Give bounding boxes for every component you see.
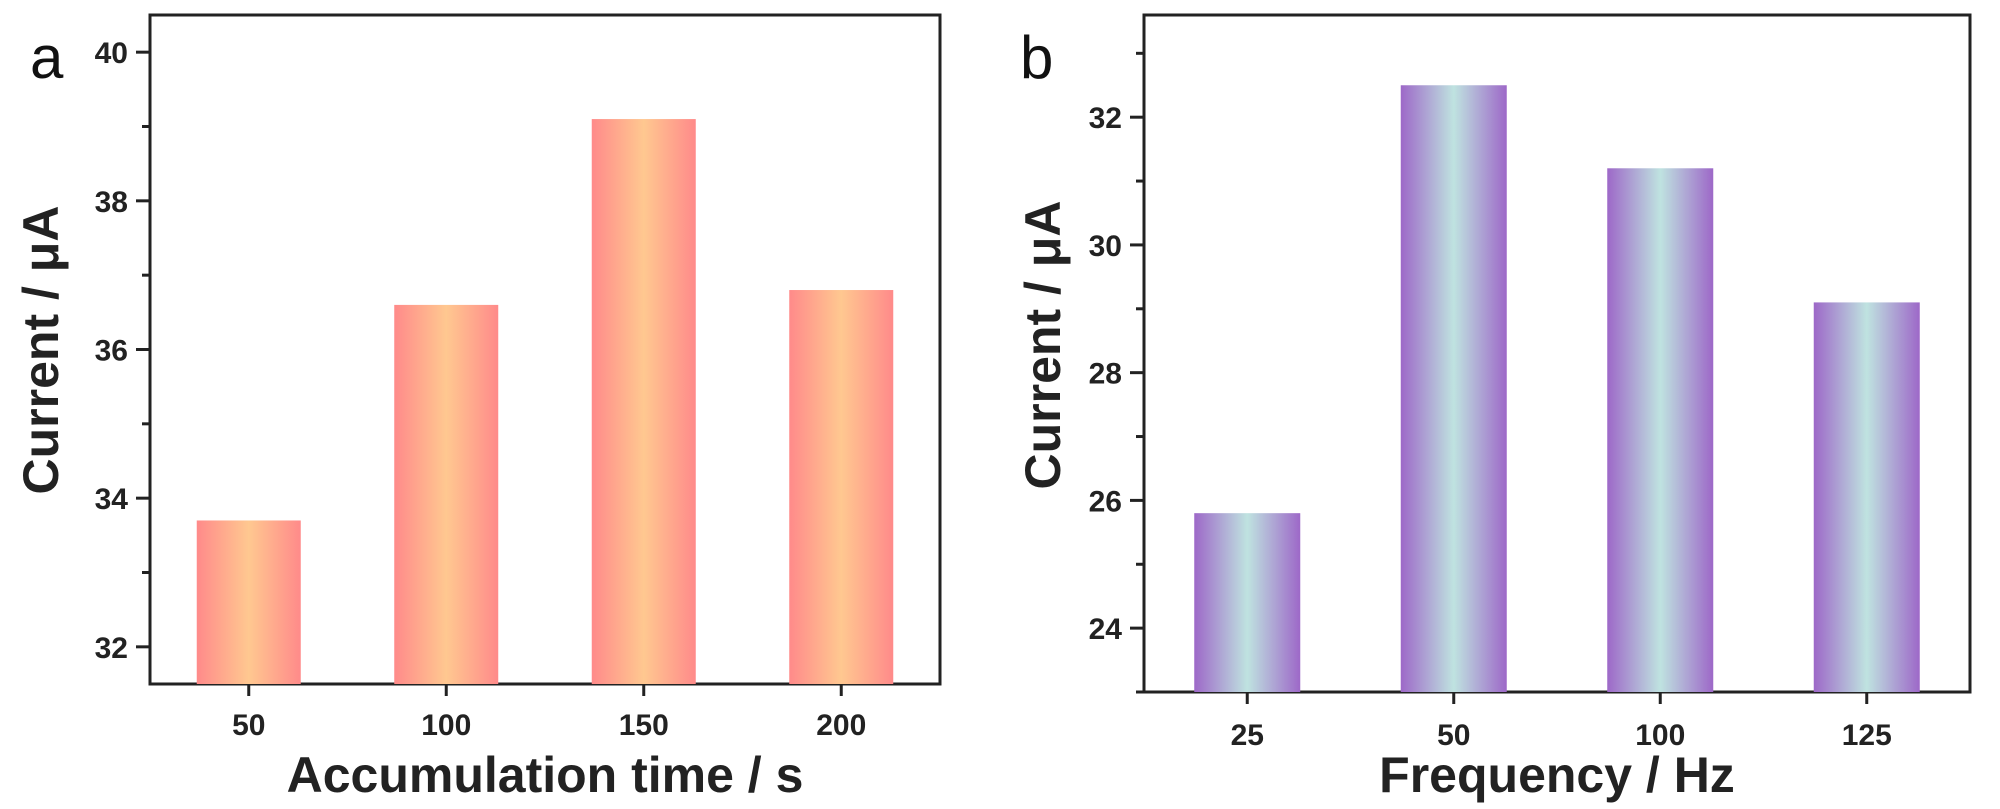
y-tick-label: 24 [1089, 613, 1123, 646]
y-ticks-b: 24 26 28 30 32 [1089, 51, 1144, 694]
bar-100 [1607, 168, 1714, 692]
y-tick-label: 38 [95, 186, 128, 219]
y-tick-label: 26 [1089, 485, 1122, 518]
y-tick-label: 40 [95, 37, 128, 70]
y-axis-title-a: Current / μA [13, 206, 69, 495]
x-tick-label: 100 [1635, 719, 1685, 752]
bar-50 [196, 520, 301, 684]
y-tick-label: 30 [1089, 230, 1122, 263]
y-axis-title-b: Current / μA [1015, 201, 1071, 490]
plot-frame-b [1142, 13, 1972, 694]
x-tick-labels-a: 50 100 150 200 [232, 684, 866, 742]
bar-100 [394, 304, 499, 684]
x-tick-label: 100 [421, 709, 471, 742]
y-tick-label: 28 [1089, 358, 1122, 391]
chart-panel-b: b 24 26 28 30 32 25 50 100 125 Frequency / Hz C… [1015, 13, 1972, 803]
x-tick-label: 50 [232, 709, 265, 742]
y-tick-label: 32 [1089, 102, 1122, 135]
panel-label-b: b [1020, 24, 1053, 91]
x-tick-label: 200 [816, 709, 866, 742]
bar-150 [591, 119, 696, 685]
y-tick-label: 32 [95, 632, 128, 665]
x-tick-label: 25 [1231, 719, 1264, 752]
bar-25 [1194, 513, 1301, 692]
x-tick-label: 150 [619, 709, 669, 742]
panel-label-a: a [30, 24, 64, 91]
x-tick-label: 50 [1437, 719, 1470, 752]
y-tick-label: 34 [95, 483, 129, 516]
bar-200 [789, 290, 894, 684]
bar-50 [1400, 85, 1507, 693]
x-axis-title-b: Frequency / Hz [1379, 747, 1735, 803]
y-tick-label: 36 [95, 335, 128, 368]
chart-panel-a: a 32 34 36 38 40 50 100 150 200 Accumulation ti… [13, 13, 942, 803]
x-tick-labels-b: 25 50 100 125 [1231, 692, 1892, 752]
bars-a [196, 119, 894, 685]
x-axis-title-a: Accumulation time / s [287, 747, 804, 803]
bar-125 [1813, 302, 1920, 692]
bars-b [1194, 85, 1920, 693]
y-ticks-a: 32 34 36 38 40 [95, 37, 150, 665]
x-tick-label: 125 [1842, 719, 1892, 752]
